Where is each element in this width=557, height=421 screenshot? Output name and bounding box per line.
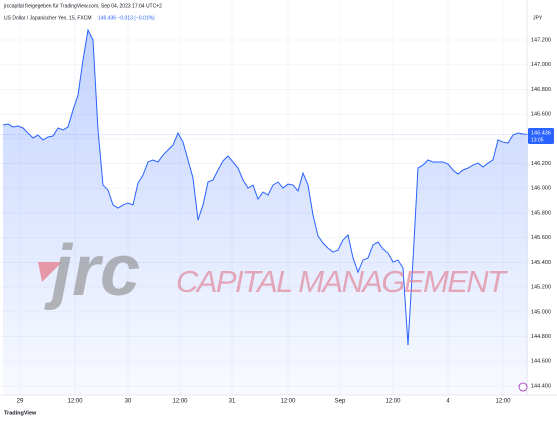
- currency: JPY: [533, 15, 543, 21]
- y-tick-label: 146.000: [531, 186, 551, 192]
- countdown: 13:05: [531, 137, 544, 143]
- logo-slash: [38, 262, 62, 282]
- y-tick-label: 144.400: [531, 383, 551, 389]
- price-label-box: [528, 128, 554, 144]
- x-tick-label: 12:00: [280, 399, 296, 405]
- x-tick-label: 29: [17, 399, 24, 405]
- y-tick-label: 146.600: [531, 112, 551, 118]
- last-price: 146.436 13:05: [528, 128, 554, 144]
- plot: [0, 28, 529, 396]
- settings-icon[interactable]: [518, 382, 528, 392]
- x-tick-label: 12:00: [172, 399, 188, 405]
- watermark: jrc CAPITAL MANAGEMENT: [38, 231, 508, 311]
- price-line: [2, 28, 529, 346]
- price-info: 146.436 −0.013 (−0.01%): [98, 15, 155, 21]
- y-tick-label: 145.000: [531, 309, 551, 315]
- price-label: 146.436: [531, 130, 551, 136]
- y-tick-label: 145.400: [531, 260, 551, 266]
- x-tick-label: 12:00: [495, 399, 511, 405]
- header-title: jrccapital freigegeben für TradingView.c…: [3, 3, 162, 9]
- x-tick-label: 30: [125, 399, 132, 405]
- x-tick-label: Sep: [335, 399, 346, 405]
- x-tick-label: 12:00: [385, 399, 401, 405]
- y-tick-label: 144.600: [531, 359, 551, 365]
- x-tick-label: 31: [229, 399, 236, 405]
- y-tick-label: 145.600: [531, 235, 551, 241]
- axes: 144.400 144.600 144.800 145.000 145.200 145.4…: [17, 37, 551, 404]
- company-name: CAPITAL MANAGEMENT: [176, 264, 508, 299]
- y-tick-label: 146.200: [531, 161, 551, 167]
- y-tick-label: 145.200: [531, 285, 551, 291]
- y-tick-label: 146.800: [531, 87, 551, 93]
- y-tick-label: 145.800: [531, 210, 551, 216]
- x-tick-label: 4: [446, 399, 450, 405]
- symbol-name: US Dollar / Japanischer Yen, 15, FXCM: [4, 15, 92, 21]
- y-tick-label: 147.200: [531, 37, 551, 43]
- y-tick-label: 144.800: [531, 334, 551, 340]
- brand: TradingView: [4, 410, 37, 416]
- y-tick-label: 147.000: [531, 62, 551, 68]
- area-fill: [3, 29, 528, 396]
- logo-text: jrc: [44, 231, 140, 311]
- x-tick-label: 12:00: [67, 399, 83, 405]
